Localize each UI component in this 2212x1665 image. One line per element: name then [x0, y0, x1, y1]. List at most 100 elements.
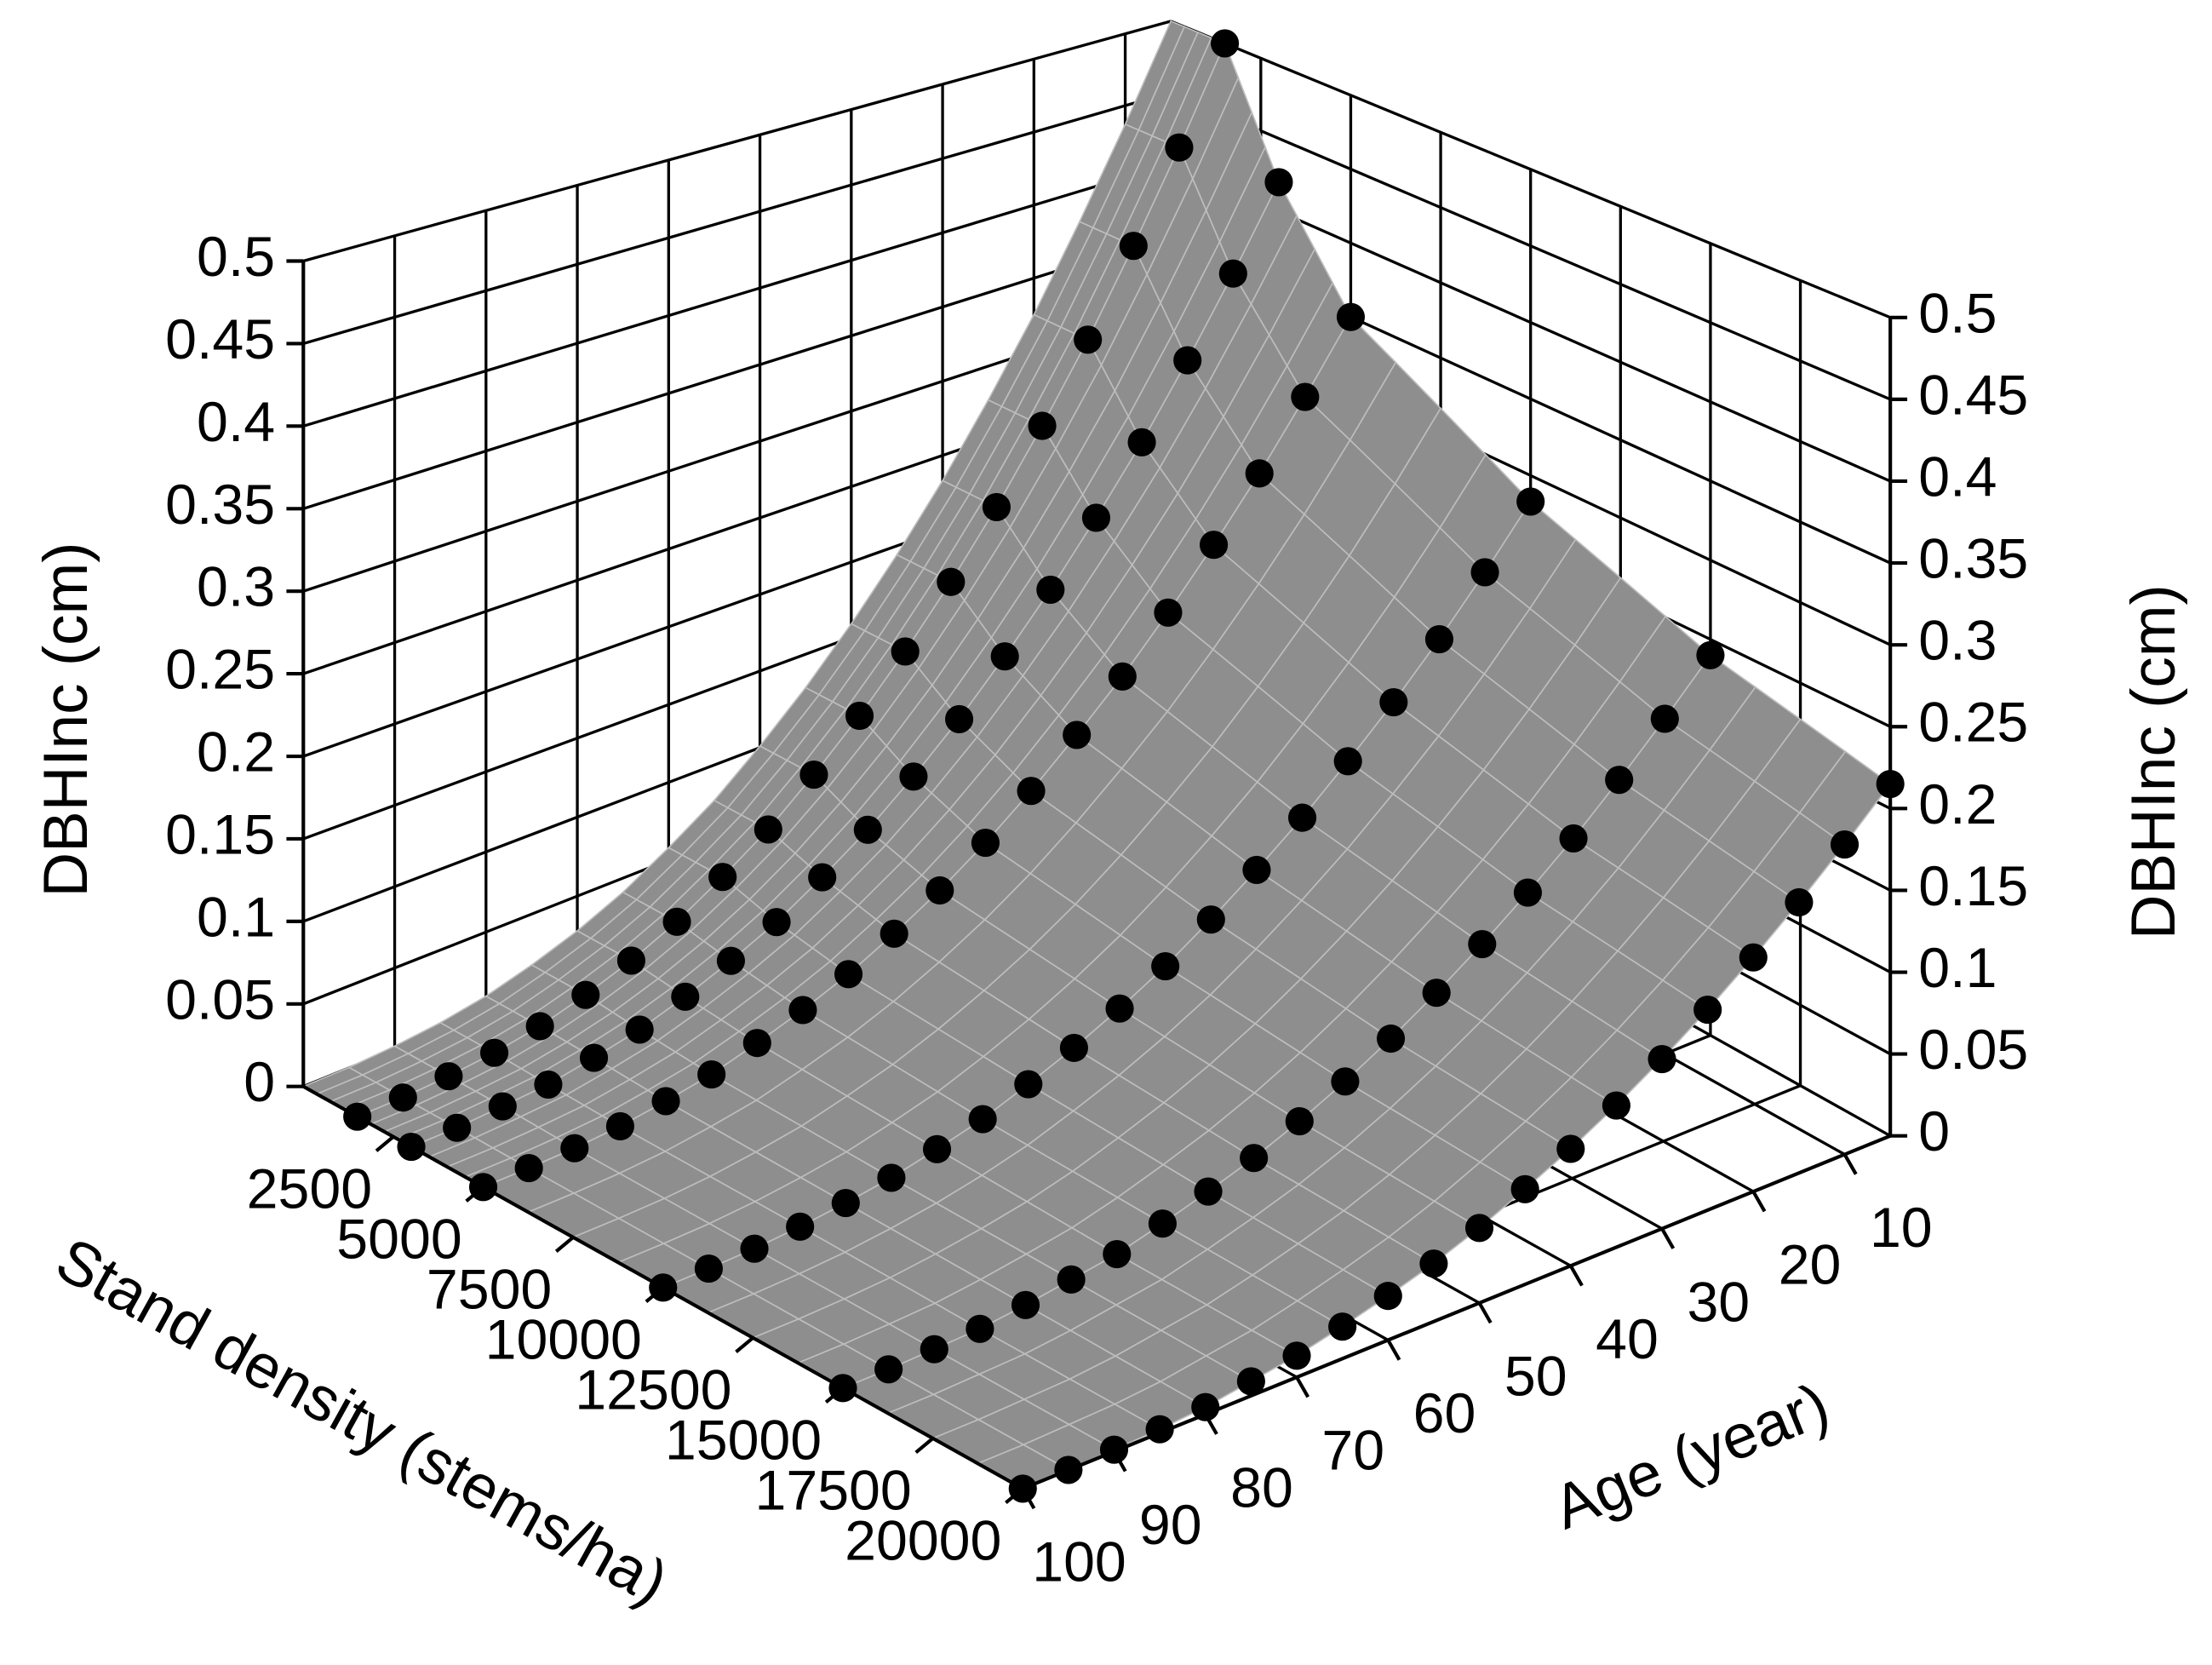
z-tick-label: 0.25: [1918, 692, 2028, 755]
data-point: [740, 1234, 769, 1263]
data-point: [1336, 302, 1366, 331]
data-point: [1148, 1209, 1177, 1238]
data-point: [966, 1314, 994, 1343]
data-point: [1422, 979, 1451, 1008]
y-tick-label: 90: [1139, 1494, 1202, 1557]
data-point: [853, 815, 882, 844]
z-tick-label: 0.5: [1918, 282, 1997, 345]
data-point: [605, 1111, 634, 1141]
data-point: [560, 1134, 589, 1163]
data-point: [1057, 1265, 1086, 1294]
grid-line: [1170, 20, 1891, 319]
data-point: [443, 1113, 472, 1142]
grid-line: [1170, 90, 1891, 401]
z-tick-label: 0: [1918, 1100, 1950, 1163]
data-point: [1559, 824, 1588, 853]
data-point: [834, 960, 863, 989]
y-tick: [1842, 1153, 1858, 1175]
data-point: [434, 1062, 463, 1091]
data-point: [1830, 830, 1860, 859]
data-point: [808, 863, 837, 892]
z-tick-label: 0.2: [1918, 773, 1997, 836]
z-tick-label: 0.45: [1918, 364, 2028, 427]
data-point: [971, 829, 1000, 858]
data-point: [1151, 951, 1180, 981]
z-tick-label: 0.15: [1918, 855, 2028, 918]
z-tick-label: 0: [244, 1051, 275, 1114]
z-tick-label: 0.05: [1918, 1019, 2028, 1082]
z-axis-title-left: DBHInc (cm): [32, 542, 100, 897]
data-point: [651, 1087, 680, 1116]
data-point: [1376, 1024, 1406, 1054]
data-point: [671, 982, 700, 1011]
z-tick-label: 0.05: [165, 968, 275, 1031]
y-axis: [1022, 1134, 1891, 1490]
data-point: [990, 642, 1019, 671]
data-point: [1328, 1312, 1357, 1341]
x-tick-label: 20000: [845, 1510, 1001, 1573]
y-tick: [1112, 1450, 1127, 1473]
z-tick-label: 0.15: [165, 803, 275, 866]
data-point: [1063, 721, 1092, 749]
dots: [343, 29, 1905, 1503]
y-tick-label: 70: [1321, 1420, 1384, 1483]
data-point: [1119, 232, 1148, 261]
data-point: [1696, 640, 1725, 669]
data-point: [1264, 168, 1293, 197]
data-point: [1648, 1044, 1676, 1074]
grid-line: [302, 233, 1172, 510]
data-point: [1419, 1249, 1448, 1278]
z-tick-label: 0.45: [165, 308, 275, 371]
y-tick-label: 20: [1779, 1234, 1842, 1297]
data-point: [488, 1092, 517, 1121]
z-tick-label: 0.4: [197, 391, 275, 454]
data-point: [1028, 411, 1057, 440]
x-tick-label: 10000: [485, 1309, 642, 1372]
data-point: [1105, 994, 1134, 1023]
x-tick: [375, 1135, 395, 1152]
data-point: [944, 704, 974, 734]
data-point: [1331, 1067, 1360, 1096]
grid-line: [302, 20, 1172, 263]
data-point: [479, 1038, 509, 1067]
z-tick-label: 0.4: [1918, 445, 1997, 508]
data-point: [1650, 704, 1679, 733]
data-point: [1470, 558, 1499, 587]
data-point: [1240, 1144, 1269, 1173]
x-tick-label: 12500: [575, 1359, 731, 1422]
data-point: [534, 1070, 563, 1099]
z-tick-label: 0.1: [1918, 937, 1997, 1000]
y-tick: [1295, 1376, 1310, 1398]
data-point: [1236, 1367, 1265, 1396]
y-tick: [1568, 1265, 1584, 1287]
x-tick-label: 17500: [754, 1460, 911, 1523]
data-point: [1379, 687, 1408, 717]
data-point: [1127, 428, 1156, 456]
data-point: [1605, 766, 1634, 795]
data-point: [1785, 887, 1814, 917]
data-point: [1468, 929, 1497, 959]
data-point: [831, 1189, 860, 1218]
data-point: [697, 1060, 726, 1089]
y-tick-label: 30: [1687, 1271, 1750, 1334]
x-tick: [465, 1186, 484, 1203]
data-point: [1011, 1290, 1040, 1319]
data-point: [754, 815, 782, 844]
data-point: [1017, 777, 1046, 806]
z-tick-label: 0.2: [197, 721, 275, 784]
y-tick: [1751, 1191, 1767, 1213]
data-point: [982, 492, 1011, 522]
data-point: [1510, 1174, 1539, 1203]
data-point: [1036, 575, 1065, 604]
y-tick: [1477, 1301, 1493, 1324]
data-point: [877, 1163, 906, 1192]
data-point: [388, 1083, 417, 1112]
data-point: [937, 567, 966, 596]
grid-line: [302, 90, 1172, 346]
data-point: [1173, 346, 1202, 375]
data-point: [920, 1335, 948, 1364]
data-point: [1464, 1214, 1494, 1243]
data-point: [708, 863, 737, 892]
y-tick-label: 50: [1504, 1346, 1567, 1409]
